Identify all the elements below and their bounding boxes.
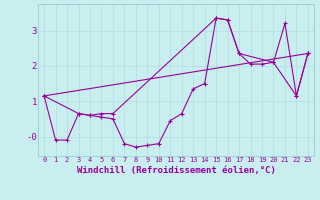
X-axis label: Windchill (Refroidissement éolien,°C): Windchill (Refroidissement éolien,°C)	[76, 166, 276, 175]
